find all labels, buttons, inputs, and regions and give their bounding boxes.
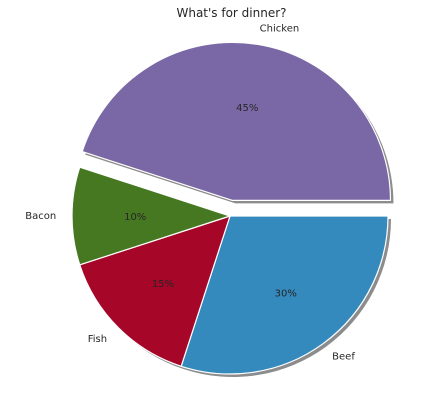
slice-chicken: [81, 41, 392, 201]
pct-label-beef: 30%: [275, 289, 297, 300]
slice-label-bacon: Bacon: [25, 211, 56, 222]
chart-title: What's for dinner?: [176, 6, 287, 20]
slice-label-fish: Fish: [88, 334, 107, 345]
slice-label-chicken: Chicken: [260, 24, 300, 35]
slice-beef: [180, 215, 389, 375]
slice-fish: [79, 215, 231, 367]
pct-label-bacon: 10%: [124, 212, 146, 223]
pct-label-fish: 15%: [152, 279, 174, 290]
slice-label-beef: Beef: [332, 352, 355, 363]
pie-labels: Beef 30% Fish 15% Bacon 10% Chicken 45%: [25, 24, 355, 363]
slice-bacon: [71, 166, 231, 266]
pct-label-chicken: 45%: [236, 103, 258, 114]
pie-slices: [71, 41, 392, 375]
